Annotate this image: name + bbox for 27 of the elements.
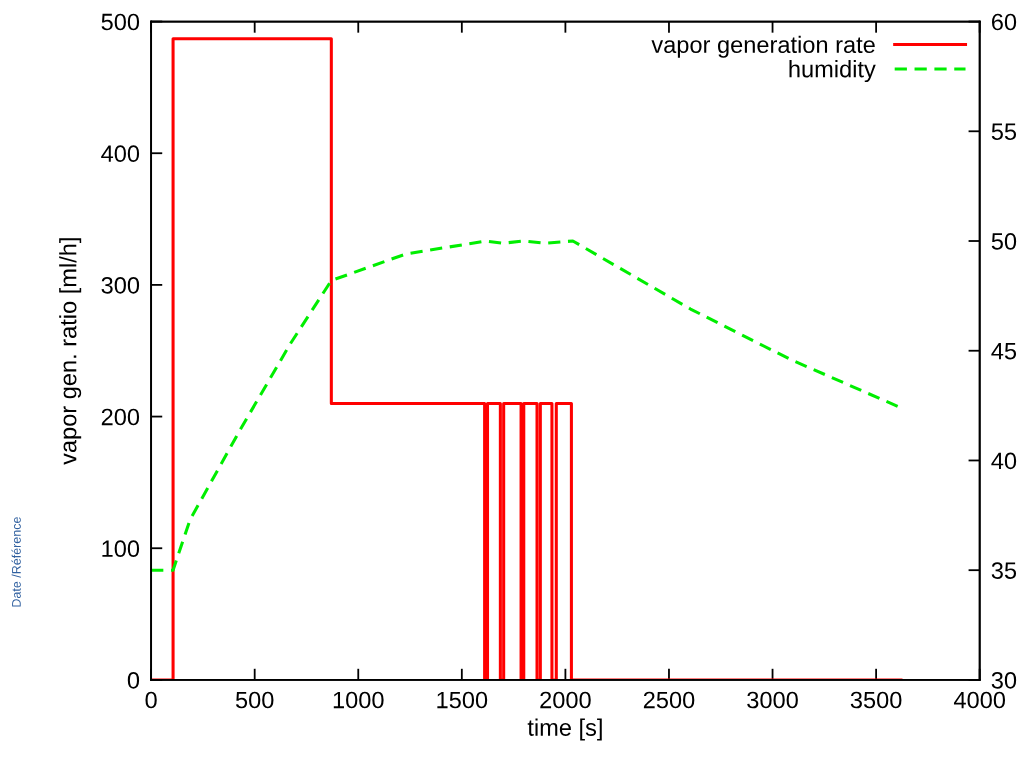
y-tick-label: 300 — [101, 276, 140, 294]
legend-label: vapor generation rate — [651, 35, 875, 58]
x-tick-label: 2500 — [643, 691, 695, 709]
x-tick-label: 1500 — [437, 691, 488, 709]
y-tick-label: 0 — [127, 671, 140, 689]
x-tick-label: 4000 — [953, 691, 1006, 709]
y2-tick-label: 40 — [991, 452, 1017, 470]
y2-tick-label: 35 — [991, 562, 1017, 579]
x-tick-label: 500 — [235, 691, 274, 709]
y2-tick-label: 55 — [991, 123, 1017, 141]
x-tick-label: 3000 — [747, 691, 798, 709]
y2-tick-label: 30 — [991, 671, 1017, 689]
x-tick-label: 3500 — [850, 691, 902, 709]
x-tick-label: 0 — [145, 691, 157, 709]
legend-label: humidity — [789, 60, 876, 83]
y-tick-label: 200 — [101, 408, 140, 426]
y-tick-label: 400 — [101, 145, 140, 163]
y-tick-label: 500 — [101, 13, 140, 31]
text: Date /Référence — [11, 517, 21, 607]
x-tick-label: 2000 — [540, 691, 591, 709]
x-axis-title: time [s] — [527, 718, 602, 741]
y2-tick-label: 50 — [991, 233, 1017, 250]
x-tick-label: 1000 — [333, 691, 384, 709]
y-tick-label: 100 — [102, 540, 140, 558]
y2-tick-label: 60 — [991, 13, 1017, 31]
y-axis-title: vapor gen. ratio [ml/h] — [59, 238, 82, 465]
y2-tick-label: 45 — [991, 343, 1017, 360]
